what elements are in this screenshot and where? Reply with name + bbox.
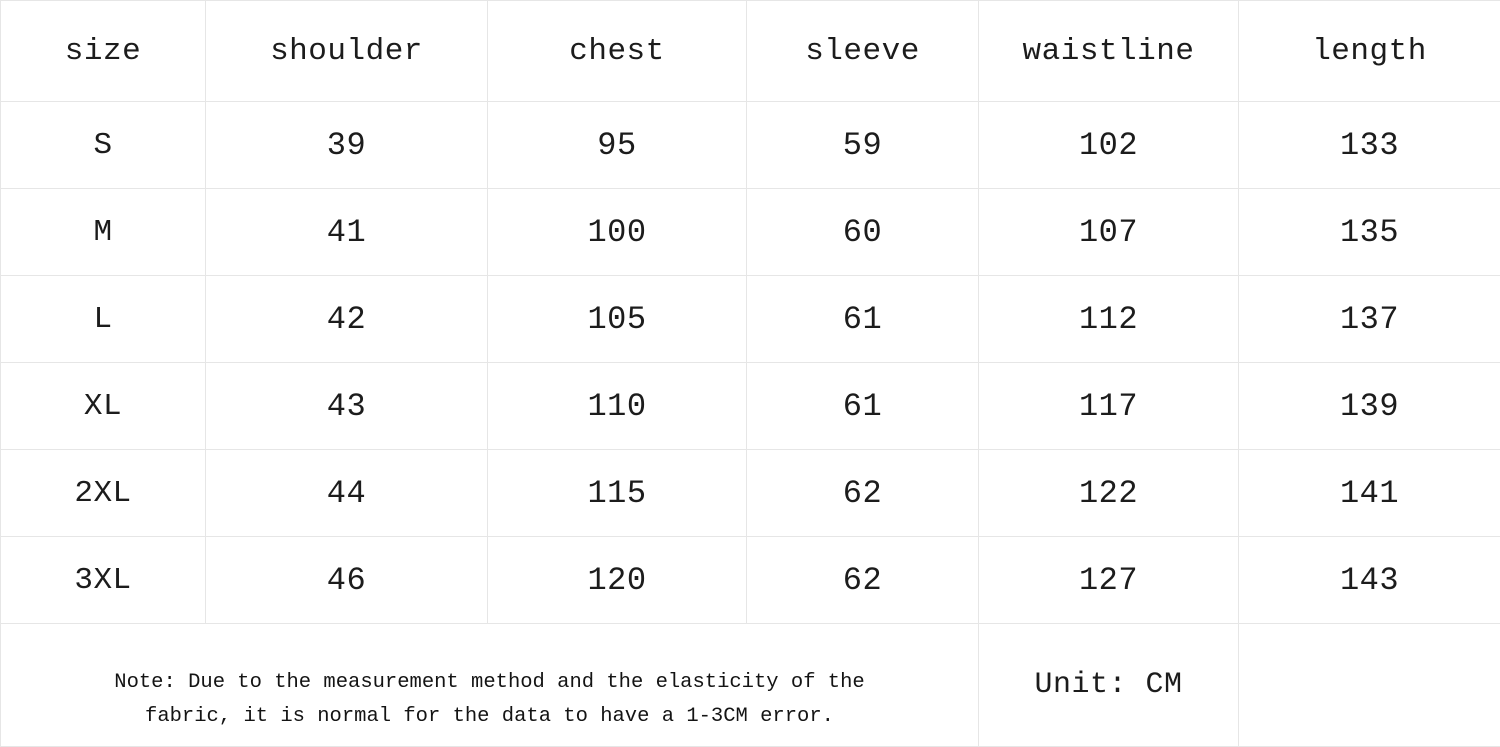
cell-sleeve: 61 bbox=[747, 276, 979, 363]
column-header-sleeve: sleeve bbox=[747, 1, 979, 102]
column-header-length: length bbox=[1239, 1, 1500, 102]
cell-length: 141 bbox=[1239, 450, 1500, 537]
cell-length: 137 bbox=[1239, 276, 1500, 363]
cell-length: 133 bbox=[1239, 102, 1500, 189]
table-footer-row: Note: Due to the measurement method and … bbox=[1, 624, 1500, 747]
cell-chest: 95 bbox=[488, 102, 747, 189]
column-header-waistline: waistline bbox=[979, 1, 1239, 102]
measurement-note-line-2: fabric, it is normal for the data to hav… bbox=[1, 700, 978, 734]
cell-waistline: 102 bbox=[979, 102, 1239, 189]
cell-sleeve: 62 bbox=[747, 537, 979, 624]
cell-shoulder: 46 bbox=[206, 537, 488, 624]
column-header-shoulder: shoulder bbox=[206, 1, 488, 102]
table-row: S 39 95 59 102 133 bbox=[1, 102, 1500, 189]
cell-size: XL bbox=[1, 363, 206, 450]
cell-waistline: 117 bbox=[979, 363, 1239, 450]
unit-label: Unit: CM bbox=[979, 624, 1239, 747]
cell-waistline: 122 bbox=[979, 450, 1239, 537]
cell-chest: 105 bbox=[488, 276, 747, 363]
cell-length: 135 bbox=[1239, 189, 1500, 276]
cell-size: M bbox=[1, 189, 206, 276]
cell-chest: 100 bbox=[488, 189, 747, 276]
cell-chest: 115 bbox=[488, 450, 747, 537]
table-row: XL 43 110 61 117 139 bbox=[1, 363, 1500, 450]
cell-shoulder: 43 bbox=[206, 363, 488, 450]
measurement-note-line-1: Note: Due to the measurement method and … bbox=[1, 636, 978, 700]
cell-waistline: 127 bbox=[979, 537, 1239, 624]
cell-shoulder: 44 bbox=[206, 450, 488, 537]
table-row: 3XL 46 120 62 127 143 bbox=[1, 537, 1500, 624]
cell-size: 3XL bbox=[1, 537, 206, 624]
column-header-chest: chest bbox=[488, 1, 747, 102]
cell-size: 2XL bbox=[1, 450, 206, 537]
cell-shoulder: 39 bbox=[206, 102, 488, 189]
table-row: L 42 105 61 112 137 bbox=[1, 276, 1500, 363]
cell-sleeve: 62 bbox=[747, 450, 979, 537]
cell-size: L bbox=[1, 276, 206, 363]
table-header-row: size shoulder chest sleeve waistline len… bbox=[1, 1, 1500, 102]
cell-sleeve: 60 bbox=[747, 189, 979, 276]
cell-length: 139 bbox=[1239, 363, 1500, 450]
cell-chest: 110 bbox=[488, 363, 747, 450]
column-header-size: size bbox=[1, 1, 206, 102]
cell-sleeve: 61 bbox=[747, 363, 979, 450]
cell-waistline: 112 bbox=[979, 276, 1239, 363]
cell-shoulder: 41 bbox=[206, 189, 488, 276]
cell-size: S bbox=[1, 102, 206, 189]
cell-chest: 120 bbox=[488, 537, 747, 624]
measurement-note: Note: Due to the measurement method and … bbox=[1, 624, 979, 747]
table-row: 2XL 44 115 62 122 141 bbox=[1, 450, 1500, 537]
cell-shoulder: 42 bbox=[206, 276, 488, 363]
footer-empty-cell bbox=[1239, 624, 1500, 747]
cell-length: 143 bbox=[1239, 537, 1500, 624]
cell-sleeve: 59 bbox=[747, 102, 979, 189]
table-row: M 41 100 60 107 135 bbox=[1, 189, 1500, 276]
cell-waistline: 107 bbox=[979, 189, 1239, 276]
